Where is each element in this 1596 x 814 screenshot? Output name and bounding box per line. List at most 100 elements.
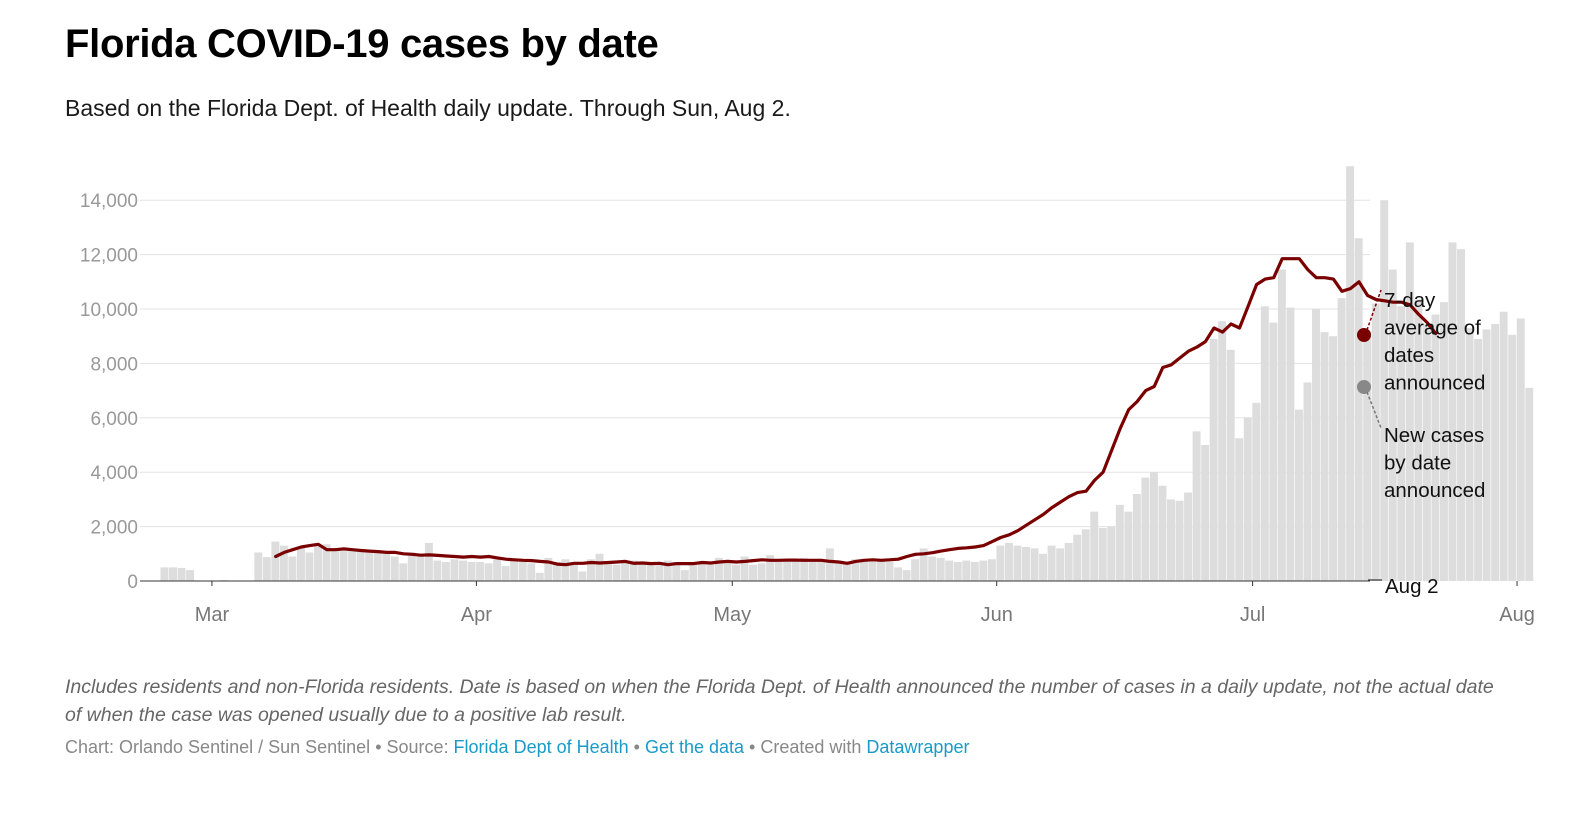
bar (441, 561, 450, 581)
bar (1440, 302, 1448, 581)
bar (1218, 321, 1227, 581)
bar (800, 557, 809, 581)
bar (834, 560, 843, 581)
bar (877, 559, 885, 581)
bar (1192, 431, 1201, 581)
bar (1431, 314, 1440, 581)
bar (518, 561, 527, 581)
bar (587, 559, 595, 581)
bar (732, 564, 740, 581)
bar (740, 556, 749, 581)
line-annotation-text: average of (1384, 317, 1481, 340)
bar (552, 561, 561, 581)
bar-end-dot (1357, 380, 1371, 394)
seven-day-average-line (274, 257, 1438, 567)
bar (433, 560, 442, 581)
bar (1499, 311, 1508, 581)
bar (655, 563, 664, 581)
bar (970, 561, 979, 581)
bar (919, 548, 928, 581)
bar (808, 561, 817, 581)
bar (979, 560, 988, 581)
y-tick-label: 2,000 (90, 518, 138, 539)
line-series (274, 257, 1438, 567)
bar (1039, 553, 1048, 581)
bar (953, 561, 962, 581)
bar (783, 561, 792, 581)
bar (510, 559, 519, 581)
bar (697, 563, 706, 581)
bar (629, 560, 638, 581)
bar (996, 545, 1005, 581)
bar (1414, 299, 1423, 581)
bar (868, 561, 877, 581)
bar (646, 561, 655, 581)
bar (672, 561, 681, 581)
bar (1269, 322, 1278, 581)
source-link[interactable]: Florida Dept of Health (453, 737, 629, 757)
bar (1303, 382, 1312, 581)
bar (1073, 534, 1082, 581)
bar (1098, 527, 1107, 581)
bar (578, 571, 587, 581)
y-tick-label: 14,000 (80, 191, 138, 212)
bar (160, 567, 169, 581)
x-tick-label: Aug (1499, 604, 1535, 626)
bar (1047, 545, 1056, 581)
bar (842, 561, 851, 581)
separator: • (628, 737, 645, 757)
line-end-dot (1357, 328, 1371, 342)
gridlines (140, 199, 1370, 528)
bar (604, 563, 612, 581)
bar (416, 556, 425, 581)
bar (1491, 323, 1500, 581)
bar (706, 564, 715, 581)
bar (365, 551, 374, 581)
bar (987, 559, 996, 581)
bar (1354, 238, 1363, 581)
bar (1132, 493, 1141, 581)
bar (390, 556, 399, 581)
bar (271, 541, 280, 581)
bar (1457, 249, 1465, 581)
bar (791, 560, 800, 581)
bar (1090, 511, 1099, 581)
bar (1346, 166, 1355, 581)
bar (1337, 298, 1346, 581)
bar (314, 545, 322, 581)
bar (1422, 323, 1431, 581)
bar (493, 559, 502, 581)
bar (382, 553, 391, 581)
x-tick-label: Mar (195, 604, 230, 626)
chart-notes: Includes residents and non-Florida resid… (65, 676, 1494, 726)
bar (569, 563, 578, 581)
bar-annotation-text: New cases (1384, 424, 1484, 447)
bar (1141, 477, 1150, 581)
bar (1525, 387, 1534, 581)
bar-annotation-connector (1366, 391, 1382, 429)
bar-annotation-text: by date (1384, 452, 1451, 475)
y-tick-label: 0 (127, 572, 138, 593)
bar (459, 560, 467, 581)
datawrapper-link[interactable]: Datawrapper (866, 737, 970, 757)
bar (484, 563, 493, 581)
bar (1022, 547, 1030, 581)
bar (1107, 526, 1116, 581)
bar (766, 555, 775, 581)
bar (1388, 269, 1397, 581)
bar (527, 563, 536, 581)
get-data-link[interactable]: Get the data (644, 737, 745, 757)
bar (535, 572, 544, 581)
bar (723, 563, 732, 581)
bar (1380, 200, 1389, 581)
chart-area: 02,0004,0006,0008,00010,00012,00014,000 … (80, 166, 1535, 626)
bar (544, 557, 553, 581)
bar (561, 559, 570, 581)
line-annotation-connector (1366, 289, 1382, 331)
bar-series (160, 166, 1534, 582)
bar (339, 551, 348, 581)
bar (749, 564, 757, 581)
bar (279, 545, 288, 581)
bar (1158, 485, 1167, 581)
bar (1209, 338, 1218, 581)
